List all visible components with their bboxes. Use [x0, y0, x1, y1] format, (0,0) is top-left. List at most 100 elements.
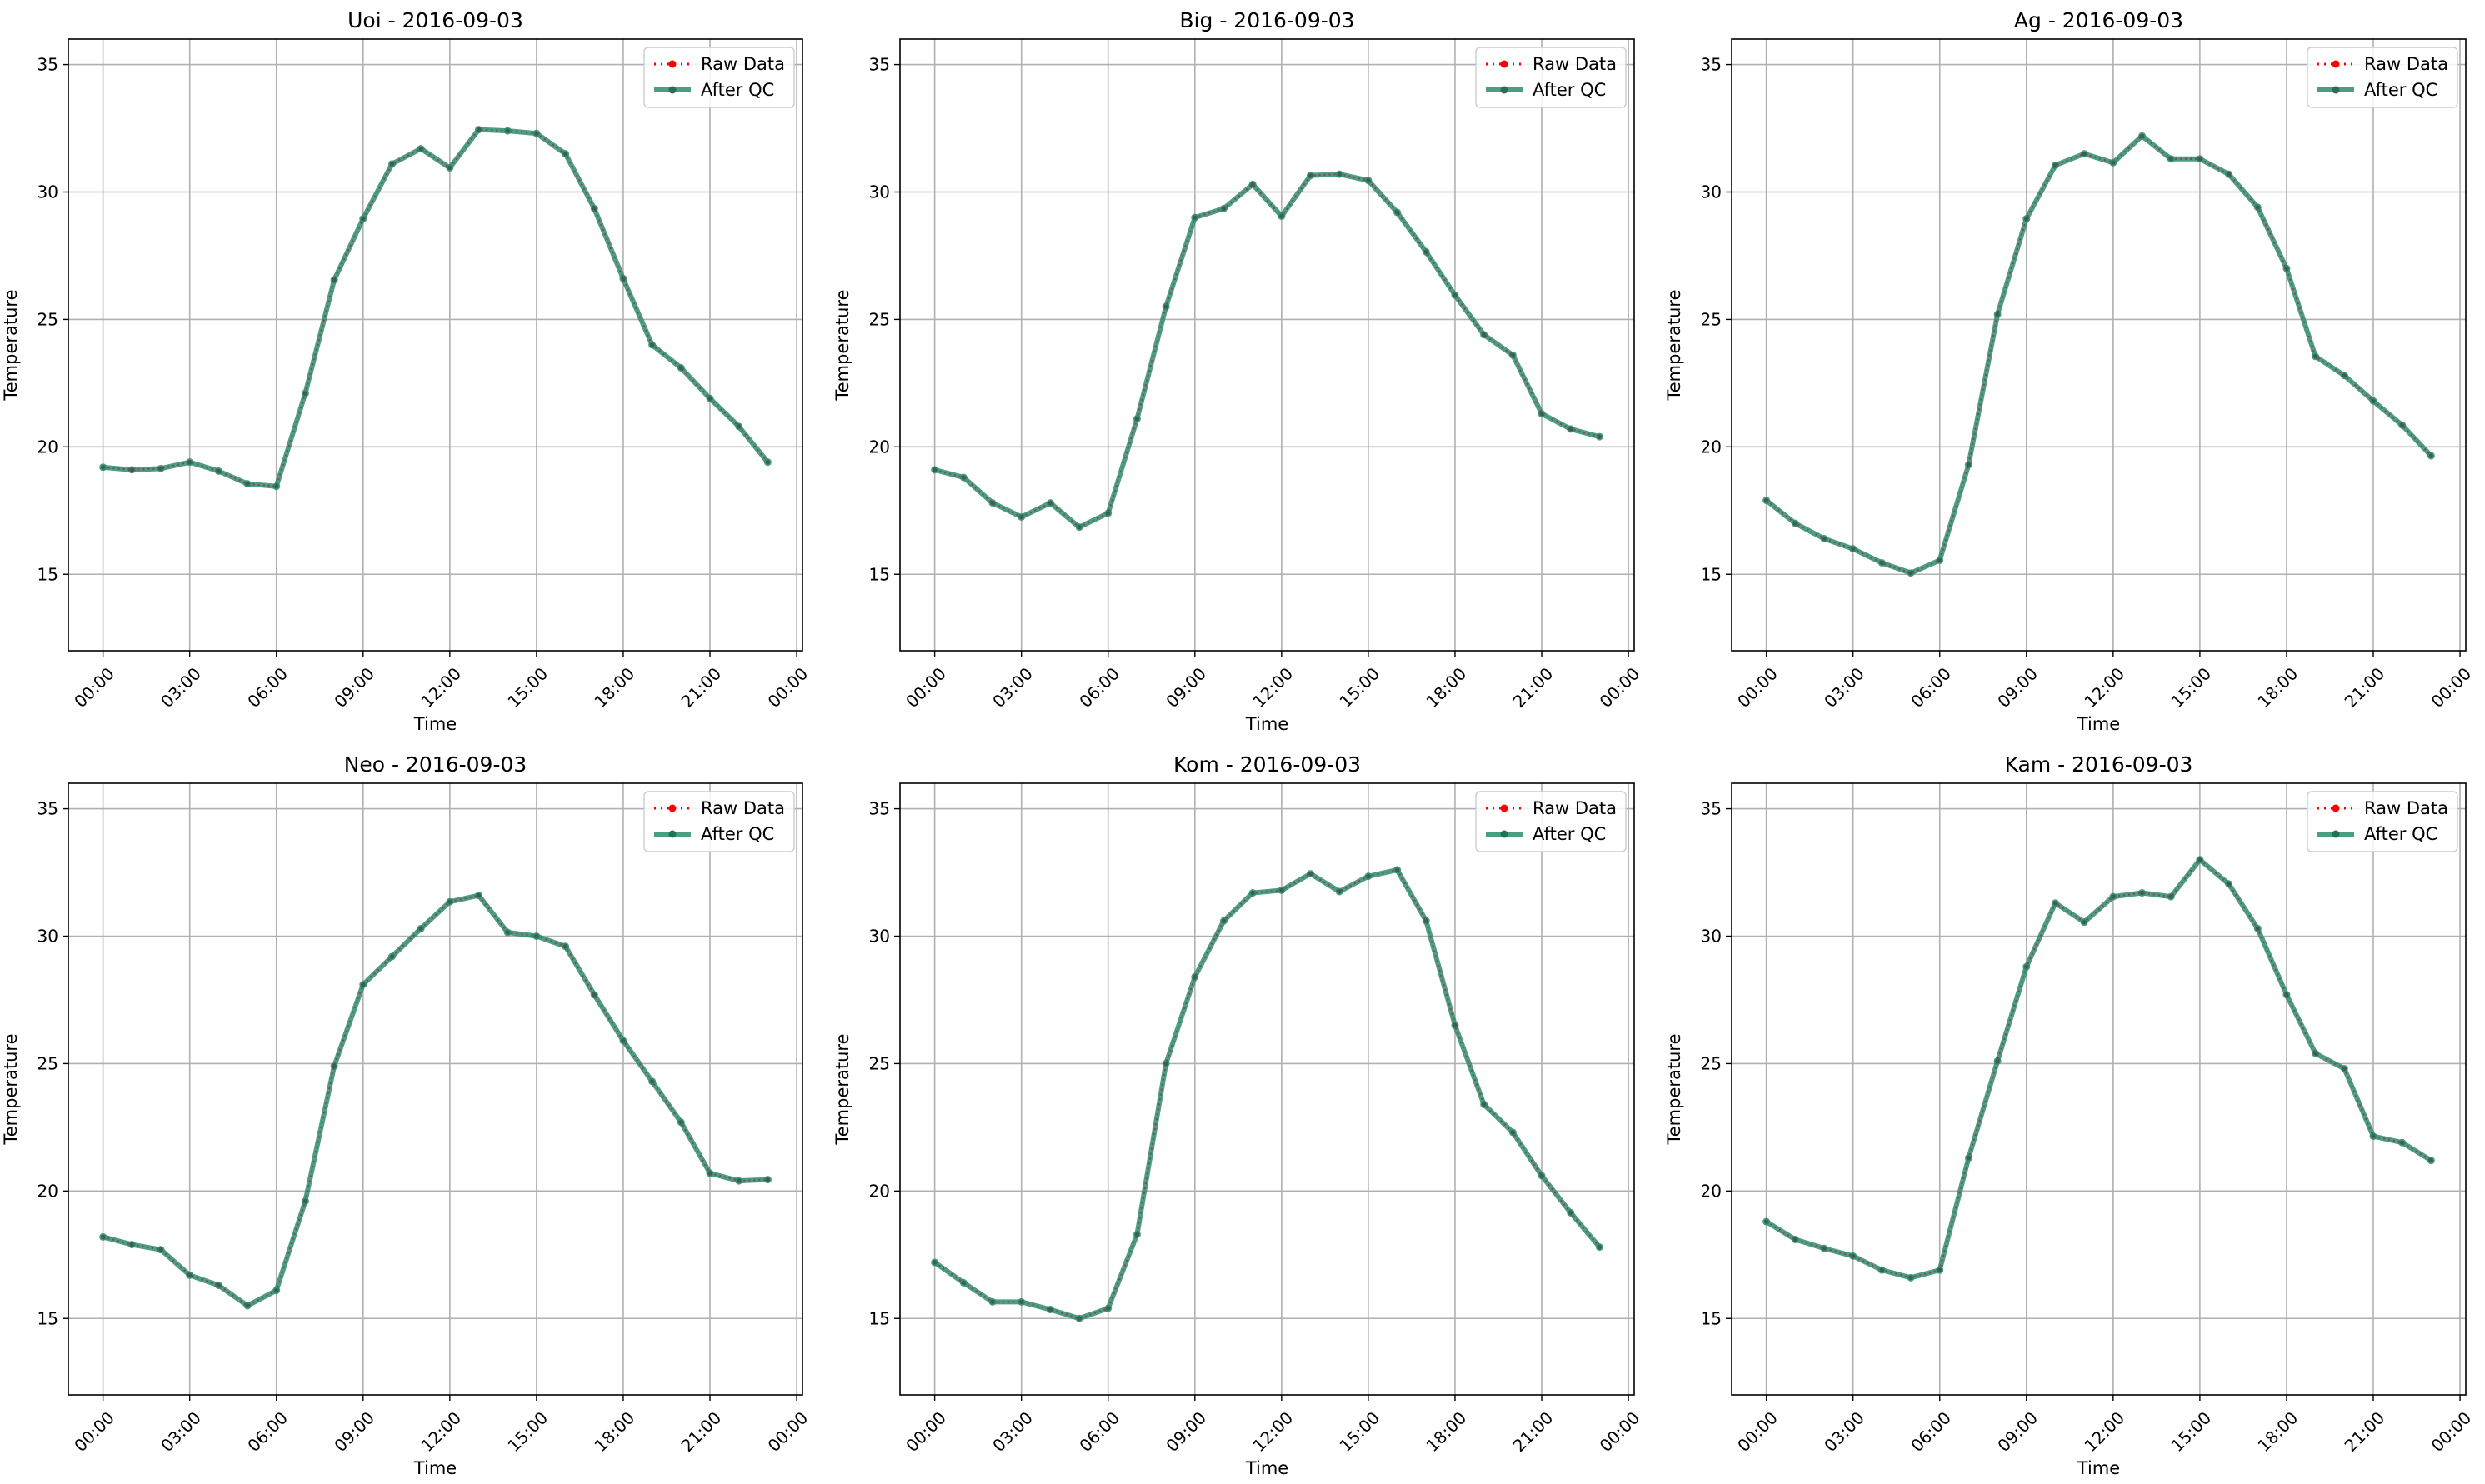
chart-title: Kam - 2016-09-03 [2005, 752, 2193, 777]
y-tick-label: 15 [38, 1308, 58, 1328]
y-tick-label: 20 [38, 1181, 58, 1201]
data-point-raw-data [505, 128, 510, 133]
data-point-raw-data [708, 1171, 712, 1176]
data-point-raw-data [1452, 292, 1458, 297]
x-tick-label: 15:00 [503, 663, 552, 712]
data-point-raw-data [765, 460, 770, 465]
x-tick-label: 00:00 [1596, 1407, 1644, 1456]
y-tick-label: 25 [1701, 309, 1722, 329]
x-tick-label: 18:00 [1422, 663, 1471, 712]
x-tick-label: 15:00 [1335, 1407, 1383, 1456]
data-point-raw-data [1134, 1232, 1140, 1237]
data-point-raw-data [1568, 1210, 1573, 1215]
data-point-raw-data [1221, 206, 1227, 211]
x-axis-label: Time [2077, 714, 2120, 734]
data-point-raw-data [1048, 1307, 1052, 1312]
plot-frame [68, 38, 803, 652]
x-tick-label: 06:00 [1075, 1407, 1123, 1456]
series-line-after-qc [932, 867, 1602, 1322]
x-tick-label: 12:00 [2080, 1407, 2128, 1456]
x-tick-label: 18:00 [2254, 663, 2302, 712]
y-tick-label: 35 [869, 799, 890, 819]
data-point-raw-data [2082, 920, 2087, 925]
data-point-raw-data [2082, 152, 2087, 157]
data-point-raw-data [2428, 1158, 2433, 1163]
data-point-raw-data [1966, 462, 1972, 467]
legend-marker-raw-data [668, 804, 677, 812]
data-point-raw-data [990, 1299, 995, 1304]
plot-frame [1731, 782, 2467, 1396]
y-tick-label: 30 [869, 182, 890, 202]
data-point-raw-data [2313, 1051, 2318, 1056]
x-axis-label: Time [413, 1458, 457, 1478]
x-tick-label: 15:00 [503, 1407, 552, 1456]
series-line-after-qc [1763, 133, 2434, 576]
x-tick-label: 15:00 [1335, 663, 1383, 712]
plot-frame [899, 782, 1635, 1396]
x-axis-label: Time [2077, 1458, 2120, 1478]
data-point-raw-data [1106, 511, 1111, 516]
x-tick-label: 09:00 [1162, 1407, 1210, 1456]
y-axis-label: Temperature [1, 289, 21, 401]
data-point-raw-data [592, 206, 597, 211]
data-point-raw-data [2111, 894, 2116, 899]
data-point-raw-data [650, 1079, 655, 1084]
chart-panel-1: 00:00 03:00 06:00 09:00 12:00 15:00 18:00 21:00… [1, 8, 812, 734]
data-point-raw-data [1938, 557, 1942, 563]
x-tick-label: 21:00 [2341, 663, 2389, 712]
legend-marker-raw-data [668, 60, 677, 68]
legend-label-after-qc: After QC [1532, 80, 1606, 100]
x-tick-label: 09:00 [1993, 1407, 2042, 1456]
y-tick-label: 35 [38, 55, 58, 75]
data-point-raw-data [1764, 1219, 1769, 1224]
x-axis-label: Time [413, 714, 457, 734]
data-point-raw-data [1077, 1316, 1082, 1321]
y-tick-label: 20 [38, 437, 58, 457]
data-point-raw-data [621, 276, 626, 282]
series-line-after-qc [100, 127, 771, 489]
plot-frame [899, 38, 1635, 652]
data-point-raw-data [2342, 1066, 2347, 1072]
y-tick-label: 30 [869, 927, 890, 947]
data-point-raw-data [1539, 1173, 1544, 1178]
data-point-raw-data [216, 468, 221, 473]
y-tick-label: 30 [38, 182, 58, 202]
data-point-raw-data [1908, 571, 1913, 576]
y-tick-label: 15 [869, 1308, 890, 1328]
y-tick-label: 35 [869, 55, 890, 75]
data-point-raw-data [1879, 560, 1884, 566]
data-point-raw-data [621, 1038, 626, 1043]
x-tick-label: 06:00 [1907, 1407, 1955, 1456]
data-point-raw-data [1192, 974, 1198, 980]
data-point-raw-data [1764, 497, 1769, 503]
data-point-raw-data [1966, 1155, 1972, 1161]
data-point-raw-data [361, 982, 366, 987]
data-point-raw-data [1250, 890, 1255, 896]
y-axis-label: Temperature [1664, 289, 1684, 401]
series-line-after-qc [100, 892, 771, 1308]
series-line-raw-data [102, 128, 769, 487]
data-point-raw-data [1851, 547, 1856, 552]
data-point-raw-data [932, 467, 938, 472]
data-point-raw-data [1019, 1299, 1024, 1304]
legend-marker-raw-data [2332, 804, 2340, 812]
y-axis-label: Temperature [832, 289, 852, 401]
data-point-raw-data [2052, 162, 2058, 167]
chart-panel-2: 00:00 03:00 06:00 09:00 12:00 15:00 18:00 21:00… [832, 8, 1643, 734]
data-point-raw-data [2255, 926, 2260, 931]
data-point-raw-data [650, 342, 655, 347]
y-tick-label: 35 [1701, 799, 1722, 819]
data-point-raw-data [302, 391, 308, 396]
data-point-raw-data [2024, 964, 2029, 969]
data-point-raw-data [2400, 1140, 2405, 1145]
y-tick-label: 30 [1701, 182, 1722, 202]
data-point-raw-data [534, 933, 539, 939]
y-axis-label: Temperature [832, 1033, 852, 1145]
data-point-raw-data [2168, 894, 2173, 899]
data-point-raw-data [274, 1288, 279, 1293]
data-point-raw-data [737, 1178, 742, 1183]
x-tick-label: 21:00 [678, 1407, 726, 1456]
data-point-raw-data [2371, 398, 2376, 403]
data-point-raw-data [2226, 882, 2232, 887]
data-point-raw-data [1597, 434, 1602, 439]
